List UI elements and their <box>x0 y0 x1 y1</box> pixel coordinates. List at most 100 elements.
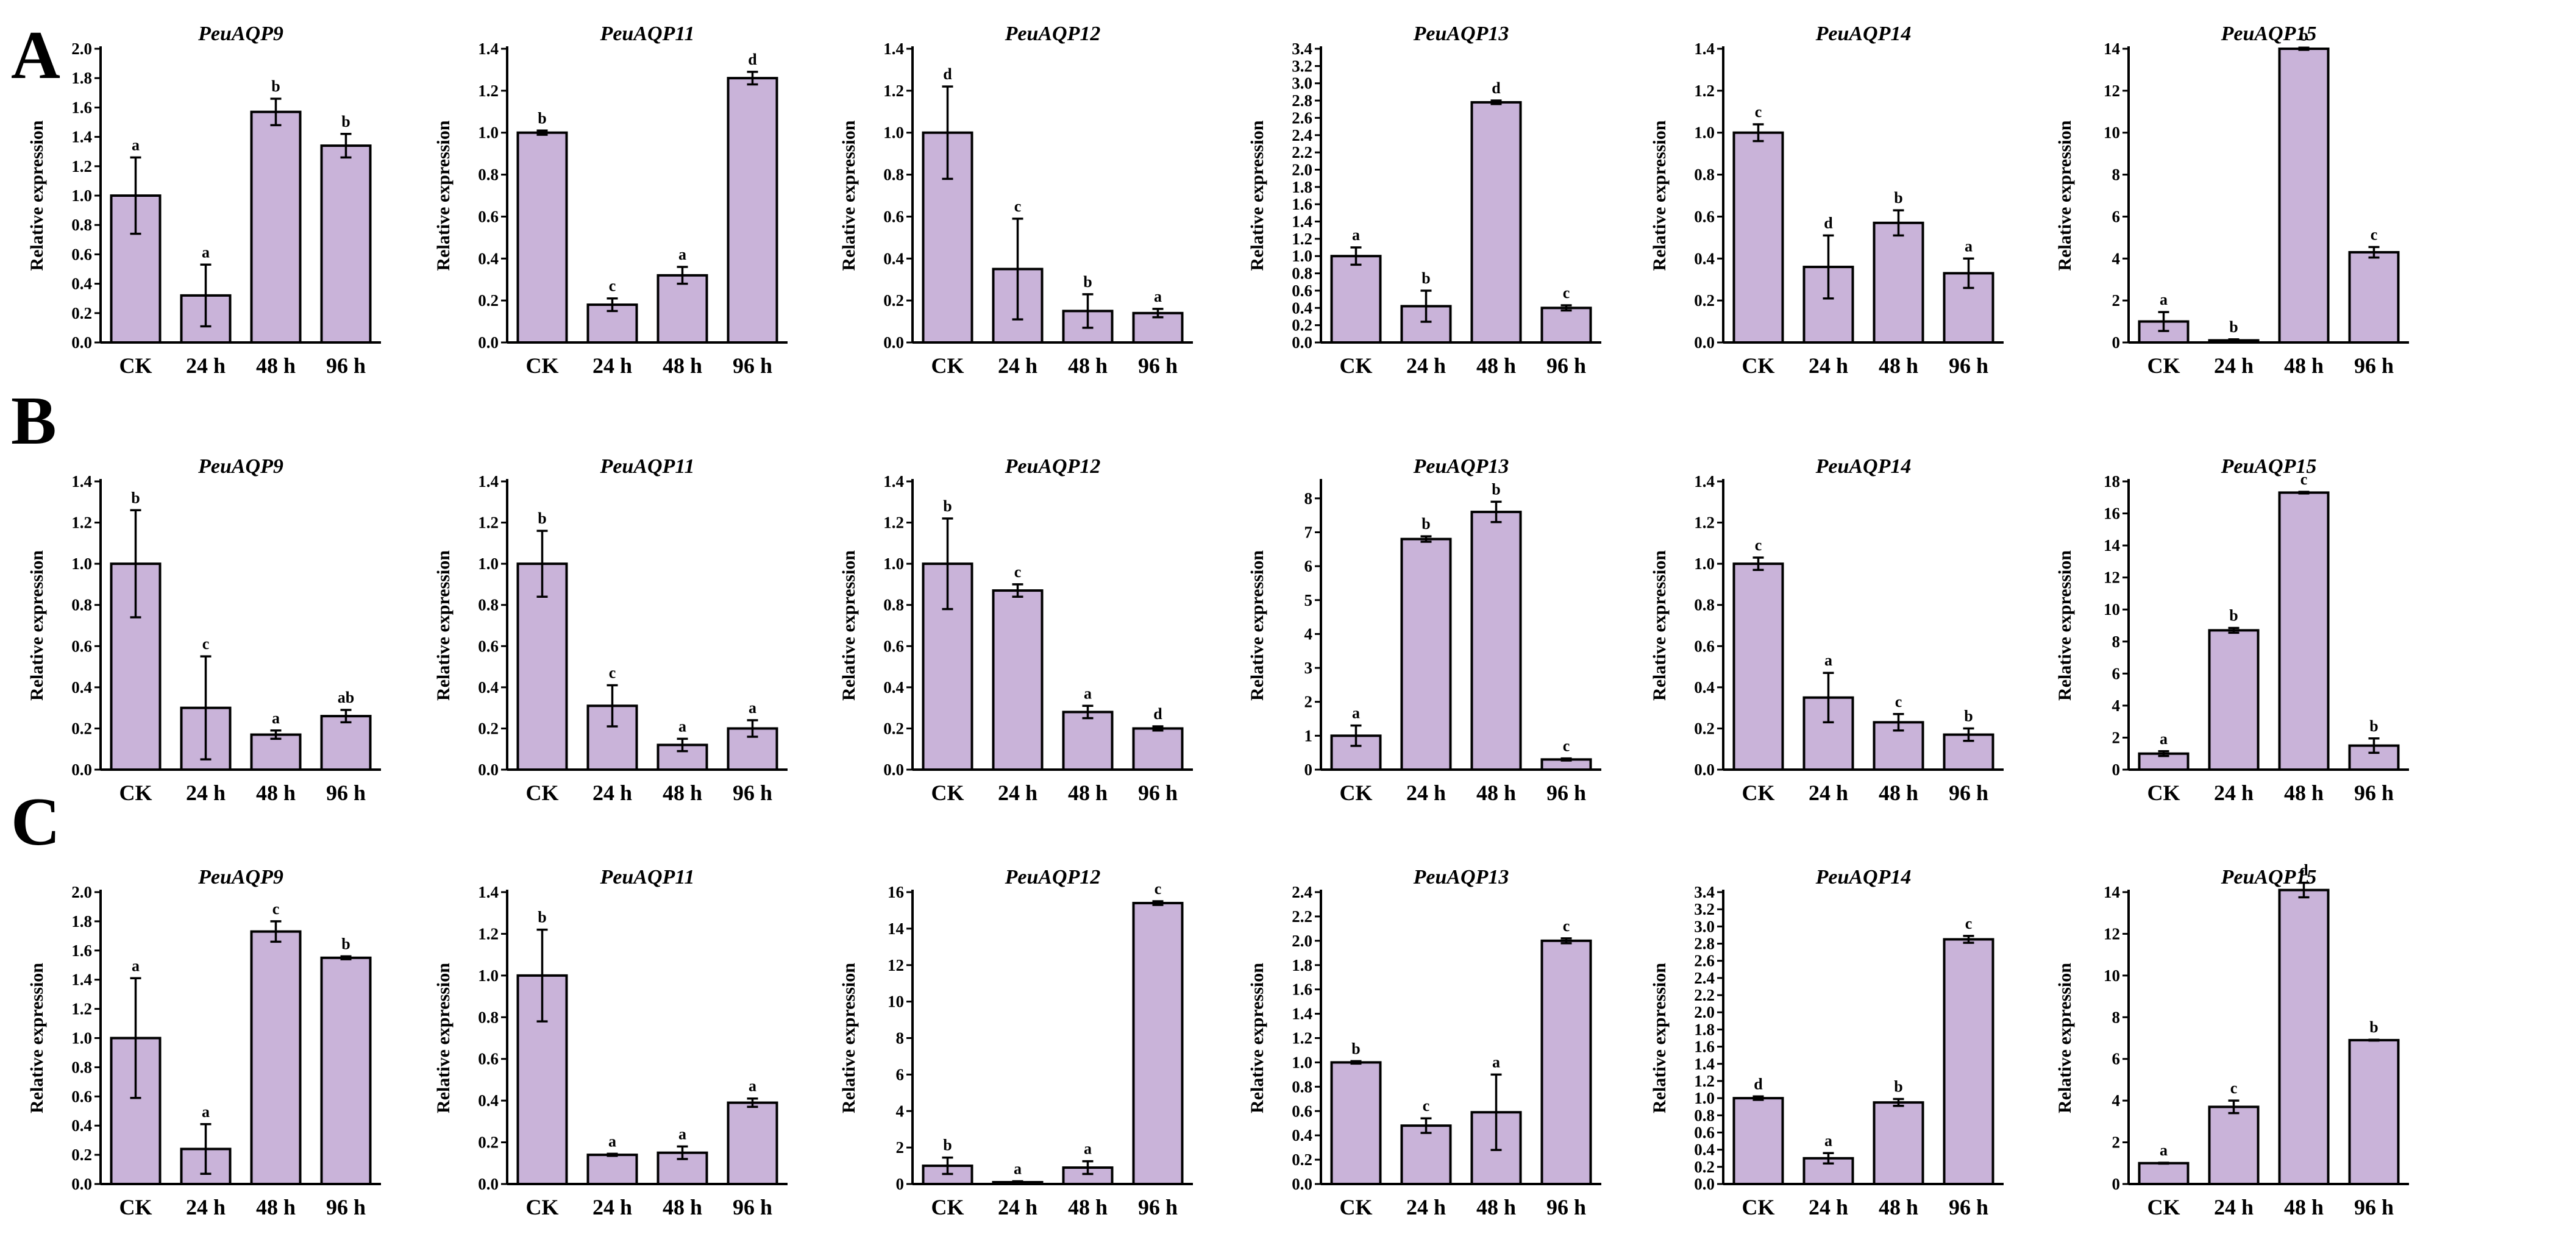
y-tick-label: 2.2 <box>1292 907 1312 926</box>
significance-letter: a <box>2160 730 2168 748</box>
y-axis-label: Relative expression <box>2055 550 2075 701</box>
y-tick-label: 0.4 <box>1694 249 1715 268</box>
y-tick-label: 0.4 <box>1694 1141 1715 1159</box>
category-label: 48 h <box>256 353 296 378</box>
y-tick-label: 14 <box>2104 536 2120 555</box>
y-tick-label: 1.0 <box>71 186 92 205</box>
bar-24h <box>586 1154 638 1185</box>
category-label: 96 h <box>2354 781 2394 805</box>
y-axis-label: Relative expression <box>1247 550 1267 701</box>
panel-letter-b: B <box>11 383 57 459</box>
y-tick-label: 1.0 <box>1694 555 1715 573</box>
y-tick-label: 1.2 <box>478 82 499 100</box>
category-label: CK <box>2147 353 2180 378</box>
y-tick-label: 1.2 <box>1292 230 1312 248</box>
y-tick-label: 2.8 <box>1292 91 1312 110</box>
y-tick-label: 6 <box>896 1065 905 1083</box>
category-label: CK <box>526 1195 559 1219</box>
y-tick-label: 0.8 <box>478 166 499 184</box>
category-label: CK <box>119 1195 152 1219</box>
significance-letter: b <box>2369 717 2378 735</box>
significance-letter: b <box>341 935 350 952</box>
y-tick-label: 0.2 <box>478 1133 499 1152</box>
y-tick-label: 2.2 <box>1694 986 1715 1004</box>
y-tick-label: 0.6 <box>1292 282 1312 300</box>
chart-c-peuaqp9: PeuAQP9 Relative expression 0.0 0.2 0.4 0.6 0.… <box>27 866 381 1219</box>
category-label: 48 h <box>663 781 702 805</box>
y-tick-label: 2.2 <box>1292 143 1312 161</box>
significance-letter: a <box>202 1103 210 1121</box>
significance-letter: c <box>2371 225 2378 243</box>
y-tick-label: 1.2 <box>1694 1072 1715 1090</box>
y-tick-label: 0.8 <box>1694 166 1715 184</box>
significance-letter: a <box>608 1132 616 1150</box>
significance-letter: b <box>538 909 546 926</box>
y-tick-label: 1.6 <box>1694 1038 1715 1056</box>
y-tick-label: 7 <box>1304 523 1313 541</box>
y-tick-label: 0.6 <box>1694 207 1715 225</box>
category-label: 96 h <box>1949 781 1988 805</box>
y-tick-label: 8 <box>1304 489 1313 508</box>
significance-letter: c <box>609 277 616 295</box>
category-label: 24 h <box>1809 781 1848 805</box>
y-tick-label: 2.0 <box>71 40 92 58</box>
y-tick-label: 0.4 <box>478 249 499 268</box>
significance-letter: a <box>749 1077 756 1095</box>
category-label: 48 h <box>1068 1195 1108 1219</box>
y-tick-label: 4 <box>2112 1091 2121 1110</box>
y-tick-label: 1.4 <box>478 40 499 58</box>
bar-96h <box>320 144 372 344</box>
category-label: 96 h <box>1546 781 1586 805</box>
significance-letter: c <box>272 900 280 918</box>
y-tick-label: 0.8 <box>71 596 92 614</box>
y-tick-label: 2 <box>2112 728 2121 746</box>
y-tick-label: 0.4 <box>1292 299 1312 317</box>
y-tick-label: 0.6 <box>478 1050 499 1068</box>
y-tick-label: 2.0 <box>1292 160 1312 179</box>
category-label: CK <box>931 781 964 805</box>
bar-ck <box>516 562 568 771</box>
y-axis-label: Relative expression <box>839 120 859 271</box>
category-label: CK <box>1340 353 1373 378</box>
chart-b-peuaqp13: PeuAQP13 Relative expression 0 1 2 3 4 5 6 7 8 a CK b… <box>1247 455 1601 805</box>
chart-title: PeuAQP9 <box>197 866 283 888</box>
chart-title: PeuAQP11 <box>600 455 695 478</box>
y-tick-label: 0.6 <box>1694 1123 1715 1141</box>
y-axis-label: Relative expression <box>2055 963 2075 1113</box>
y-tick-label: 0.8 <box>1292 1077 1312 1096</box>
significance-letter: b <box>341 113 350 130</box>
significance-letter: a <box>1352 226 1360 244</box>
y-tick-label: 2 <box>1304 693 1313 711</box>
y-tick-label: 4 <box>896 1102 905 1120</box>
y-tick-label: 0.4 <box>478 678 499 697</box>
significance-letter: c <box>2230 1079 2238 1097</box>
chart-a-peuaqp9: PeuAQP9 Relative expression 0.0 0.2 0.4 0.6 0.… <box>27 23 381 378</box>
y-tick-label: 14 <box>2104 40 2120 58</box>
significance-letter: c <box>1155 880 1162 898</box>
significance-letter: ab <box>338 689 354 706</box>
significance-letter: c <box>1755 103 1762 121</box>
bar-48h <box>1873 1101 1924 1185</box>
category-label: 24 h <box>592 781 632 805</box>
y-tick-label: 1.2 <box>478 514 499 532</box>
category-label: 24 h <box>1406 781 1446 805</box>
y-axis-label: Relative expression <box>433 963 454 1113</box>
bar-96h <box>1132 727 1184 771</box>
y-tick-label: 2.0 <box>1694 1003 1715 1021</box>
y-tick-label: 0.0 <box>1292 1175 1312 1193</box>
chart-title: PeuAQP13 <box>1413 866 1509 888</box>
y-tick-label: 10 <box>888 993 904 1011</box>
y-tick-label: 1.0 <box>1694 1089 1715 1107</box>
significance-letter: c <box>1014 563 1022 581</box>
y-tick-label: 1.0 <box>71 555 92 573</box>
category-label: CK <box>1742 353 1775 378</box>
bar-48h <box>2278 888 2330 1186</box>
significance-letter: b <box>538 109 546 127</box>
category-label: 96 h <box>1949 1195 1988 1219</box>
y-tick-label: 0.4 <box>71 1116 92 1135</box>
y-tick-label: 14 <box>2104 883 2120 901</box>
y-tick-label: 0.0 <box>883 760 904 779</box>
category-label: 96 h <box>2354 1195 2394 1219</box>
significance-letter: b <box>271 77 280 95</box>
